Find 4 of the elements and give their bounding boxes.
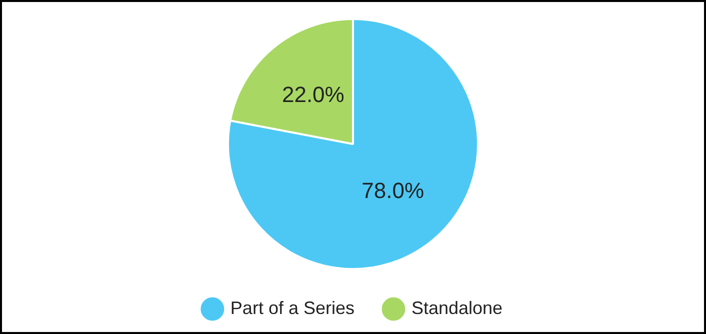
legend-label: Standalone [411, 298, 503, 318]
legend-label: Part of a Series [230, 298, 354, 318]
data-label: 22.0% [282, 82, 344, 107]
data-label: 78.0% [362, 178, 424, 204]
